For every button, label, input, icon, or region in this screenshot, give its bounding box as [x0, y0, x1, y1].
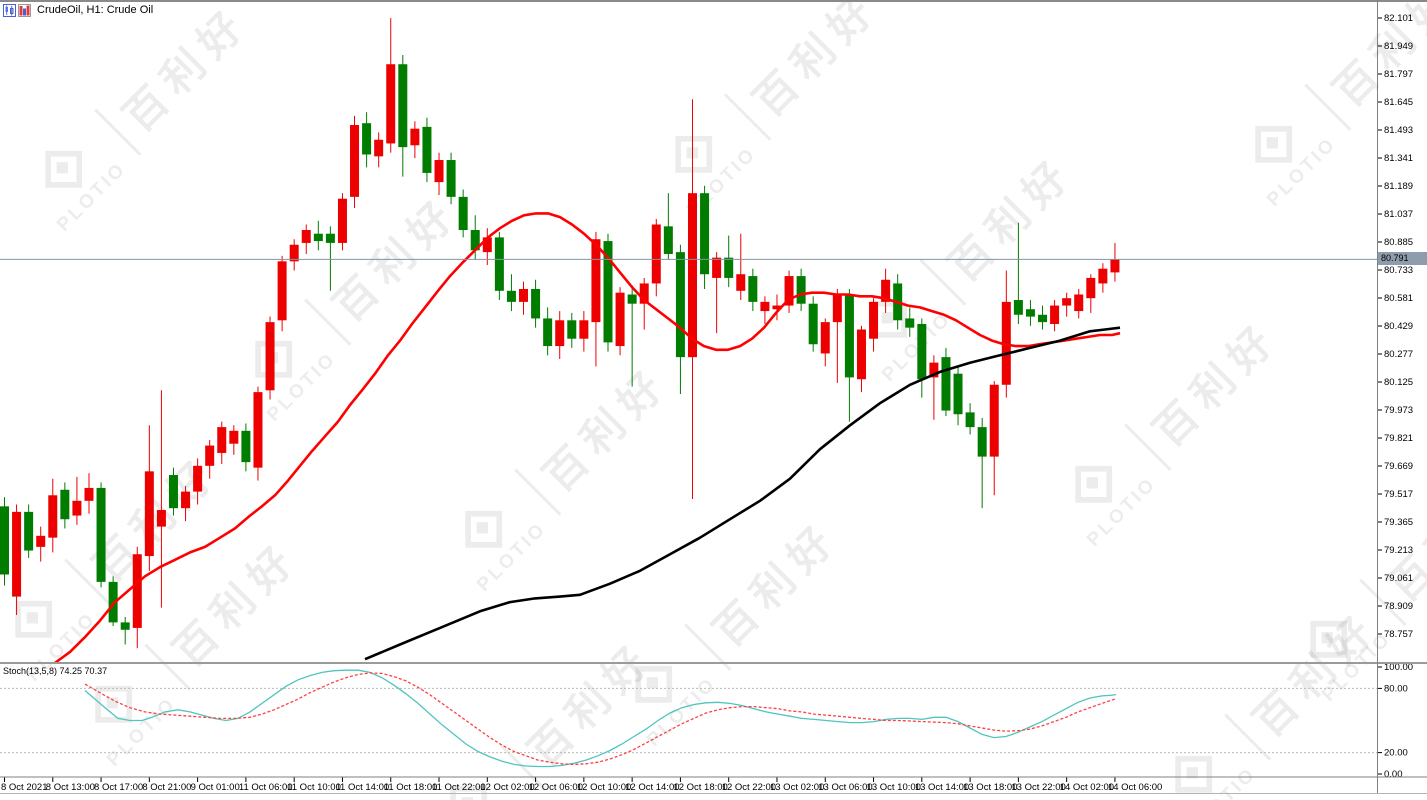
plotio-logo-icon: PLOTIO [604, 634, 722, 752]
svg-text:12 Oct 10:00: 12 Oct 10:00 [577, 782, 631, 793]
svg-text:81.037: 81.037 [1384, 209, 1413, 220]
svg-text:80.885: 80.885 [1384, 237, 1413, 248]
stoch-gridlines [0, 687, 1377, 754]
svg-text:79.061: 79.061 [1384, 573, 1413, 584]
plotio-logo-icon: PLOTIO [1144, 724, 1262, 800]
plotio-logo-icon: PLOTIO [434, 479, 552, 597]
svg-text:11 Oct 18:00: 11 Oct 18:00 [384, 782, 438, 793]
svg-text:14 Oct 02:00: 14 Oct 02:00 [1060, 782, 1114, 793]
stoch-axis: 100.00 80.00 20.00 0.00 [1377, 662, 1413, 780]
svg-text:20.00: 20.00 [1384, 748, 1408, 759]
svg-text:13 Oct 14:00: 13 Oct 14:00 [915, 782, 969, 793]
svg-text:12 Oct 18:00: 12 Oct 18:00 [673, 782, 727, 793]
svg-text:79.973: 79.973 [1384, 405, 1413, 416]
svg-text:8 Oct 17:00: 8 Oct 17:00 [94, 782, 143, 793]
svg-text:11 Oct 22:00: 11 Oct 22:00 [432, 782, 486, 793]
plotio-logo-icon: PLOTIO [14, 119, 132, 237]
svg-text:100.00: 100.00 [1384, 662, 1413, 673]
candles [0, 18, 1120, 649]
svg-text:80.00: 80.00 [1384, 683, 1408, 694]
plotio-logo-icon: PLOTIO [1279, 589, 1397, 707]
svg-text:79.213: 79.213 [1384, 545, 1413, 556]
svg-text:9 Oct 01:00: 9 Oct 01:00 [191, 782, 240, 793]
svg-text:81.797: 81.797 [1384, 69, 1413, 80]
svg-text:13 Oct 10:00: 13 Oct 10:00 [867, 782, 921, 793]
stochastic-indicator-label: Stoch(13,5,8) 74.25 70.37 [3, 666, 108, 676]
svg-text:81.341: 81.341 [1384, 153, 1413, 164]
svg-text:12 Oct 22:00: 12 Oct 22:00 [722, 782, 776, 793]
chart-title: CrudeOil, H1: Crude Oil [37, 4, 154, 16]
svg-text:80.125: 80.125 [1384, 377, 1413, 388]
current-price-badge: 80.791 [1378, 252, 1427, 265]
svg-text:80.581: 80.581 [1384, 293, 1413, 304]
svg-text:12 Oct 06:00: 12 Oct 06:00 [529, 782, 583, 793]
svg-text:11 Oct 14:00: 11 Oct 14:00 [335, 782, 389, 793]
svg-text:11 Oct 10:00: 11 Oct 10:00 [287, 782, 341, 793]
svg-text:12 Oct 14:00: 12 Oct 14:00 [625, 782, 679, 793]
plotio-logo-icon: PLOTIO [1044, 434, 1162, 552]
svg-text:11 Oct 06:00: 11 Oct 06:00 [239, 782, 293, 793]
svg-text:13 Oct 02:00: 13 Oct 02:00 [770, 782, 824, 793]
svg-text:78.909: 78.909 [1384, 601, 1413, 612]
svg-text:8 Oct 21:00: 8 Oct 21:00 [142, 782, 191, 793]
svg-text:82.101: 82.101 [1384, 13, 1413, 24]
ma-fast-red [54, 212, 1121, 662]
svg-text:8 Oct 13:00: 8 Oct 13:00 [46, 782, 95, 793]
svg-text:79.365: 79.365 [1384, 517, 1413, 528]
svg-text:80.277: 80.277 [1384, 349, 1413, 360]
svg-text:0.00: 0.00 [1384, 769, 1403, 780]
ma-slow-black [364, 326, 1121, 661]
svg-text:13 Oct 22:00: 13 Oct 22:00 [1011, 782, 1065, 793]
chart-title-bar: CrudeOil, H1: Crude Oil [3, 3, 153, 17]
svg-text:81.189: 81.189 [1384, 181, 1413, 192]
svg-text:80.733: 80.733 [1384, 265, 1413, 276]
price-axis: 82.101 81.949 81.797 81.645 81.493 81.341 81.1… [1377, 13, 1413, 640]
stoch-k-line [84, 669, 1117, 768]
svg-text:80.429: 80.429 [1384, 321, 1413, 332]
candlestick-chart-icon [3, 3, 16, 17]
svg-text:12 Oct 02:00: 12 Oct 02:00 [480, 782, 534, 793]
svg-text:79.821: 79.821 [1384, 433, 1413, 444]
stoch-d-line [84, 672, 1117, 766]
svg-text:13 Oct 18:00: 13 Oct 18:00 [963, 782, 1017, 793]
svg-text:79.517: 79.517 [1384, 489, 1413, 500]
svg-text:8 Oct 2021: 8 Oct 2021 [1, 782, 47, 793]
svg-text:79.669: 79.669 [1384, 461, 1413, 472]
svg-text:81.949: 81.949 [1384, 41, 1413, 52]
svg-text:14 Oct 06:00: 14 Oct 06:00 [1108, 782, 1162, 793]
bar-chart-icon [18, 3, 31, 17]
svg-text:13 Oct 06:00: 13 Oct 06:00 [818, 782, 872, 793]
svg-text:81.645: 81.645 [1384, 97, 1413, 108]
svg-text:78.757: 78.757 [1384, 629, 1413, 640]
svg-text:81.493: 81.493 [1384, 125, 1413, 136]
plotio-logo-icon: PLOTIO [0, 569, 101, 687]
plotio-logo-icon: PLOTIO [1224, 94, 1342, 212]
